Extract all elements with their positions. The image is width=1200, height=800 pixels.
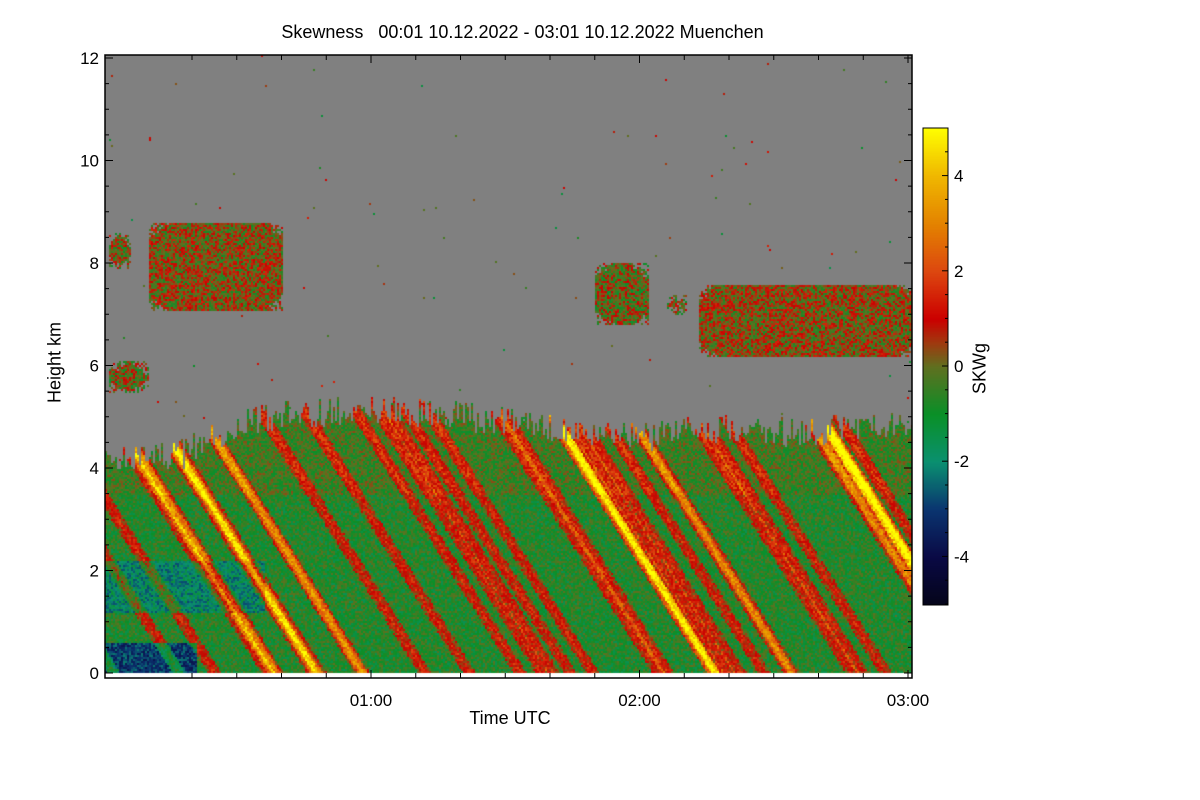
y-tick-label: 2 (90, 562, 99, 581)
x-tick-label: 03:00 (887, 691, 930, 710)
y-tick-label: 0 (90, 664, 99, 683)
x-tick-label: 02:00 (618, 691, 661, 710)
y-tick-label: 12 (80, 49, 99, 68)
colorbar-tick-label: 0 (954, 357, 963, 376)
chart-title: Skewness 00:01 10.12.2022 - 03:01 10.12.… (281, 22, 764, 42)
colorbar-tick-label: -4 (954, 547, 969, 566)
y-tick-label: 4 (90, 459, 99, 478)
x-tick-label: 01:00 (350, 691, 393, 710)
x-axis-label: Time UTC (469, 708, 551, 728)
colorbar-tick-label: 4 (954, 167, 963, 186)
colorbar-label: SKWg (969, 343, 990, 395)
y-tick-label: 6 (90, 357, 99, 376)
y-axis-label: Height km (44, 321, 65, 404)
y-tick-label: 8 (90, 254, 99, 273)
y-tick-label: 10 (80, 152, 99, 171)
colorbar-tick-label: 2 (954, 262, 963, 281)
plot-frame (104, 54, 913, 679)
colorbar-tick-label: -2 (954, 452, 969, 471)
